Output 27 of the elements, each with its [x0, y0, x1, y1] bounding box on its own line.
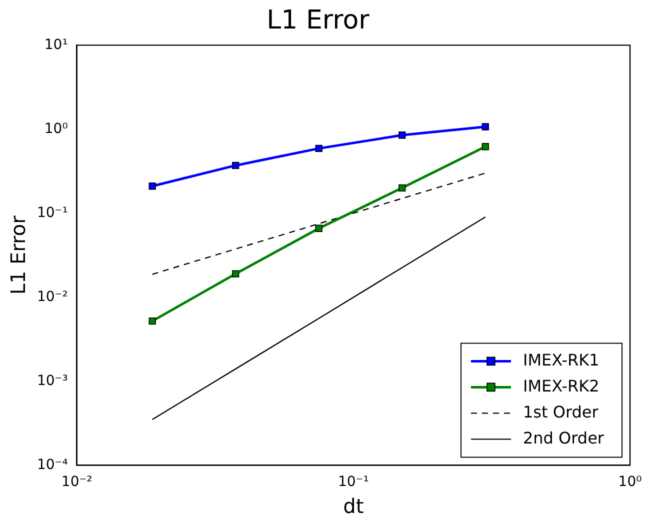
point — [315, 224, 322, 232]
point — [232, 162, 240, 170]
chart-title: L1 Error — [266, 5, 370, 36]
point — [482, 123, 489, 130]
point — [232, 270, 240, 278]
line-series — [152, 172, 486, 275]
y-tick-label: 10⁻⁴ — [36, 456, 68, 473]
point — [482, 143, 489, 150]
x-tick-label: 10⁻² — [61, 474, 92, 490]
legend-label: 2nd Order — [522, 428, 604, 448]
legend-label: IMEX-RK2 — [522, 376, 600, 396]
y-tick-label: 10⁰ — [44, 120, 68, 137]
y-tick-label: 10⁻¹ — [36, 204, 68, 221]
legend-label: IMEX-RK1 — [522, 350, 600, 370]
y-tick-label: 10⁻³ — [36, 372, 68, 389]
y-tick-label: 10⁻² — [36, 288, 68, 305]
point — [148, 317, 156, 325]
point — [315, 144, 322, 152]
y-axis-title: L1 Error — [6, 214, 30, 295]
y-tick-label: 10¹ — [44, 36, 68, 53]
legend-label: 1st Order — [522, 402, 599, 422]
x-tick-label: 10⁻¹ — [338, 474, 369, 490]
point — [398, 184, 406, 192]
point — [148, 182, 156, 190]
point — [398, 132, 406, 139]
x-tick-label: 10⁰ — [618, 474, 642, 490]
x-axis-title: dt — [343, 494, 364, 518]
